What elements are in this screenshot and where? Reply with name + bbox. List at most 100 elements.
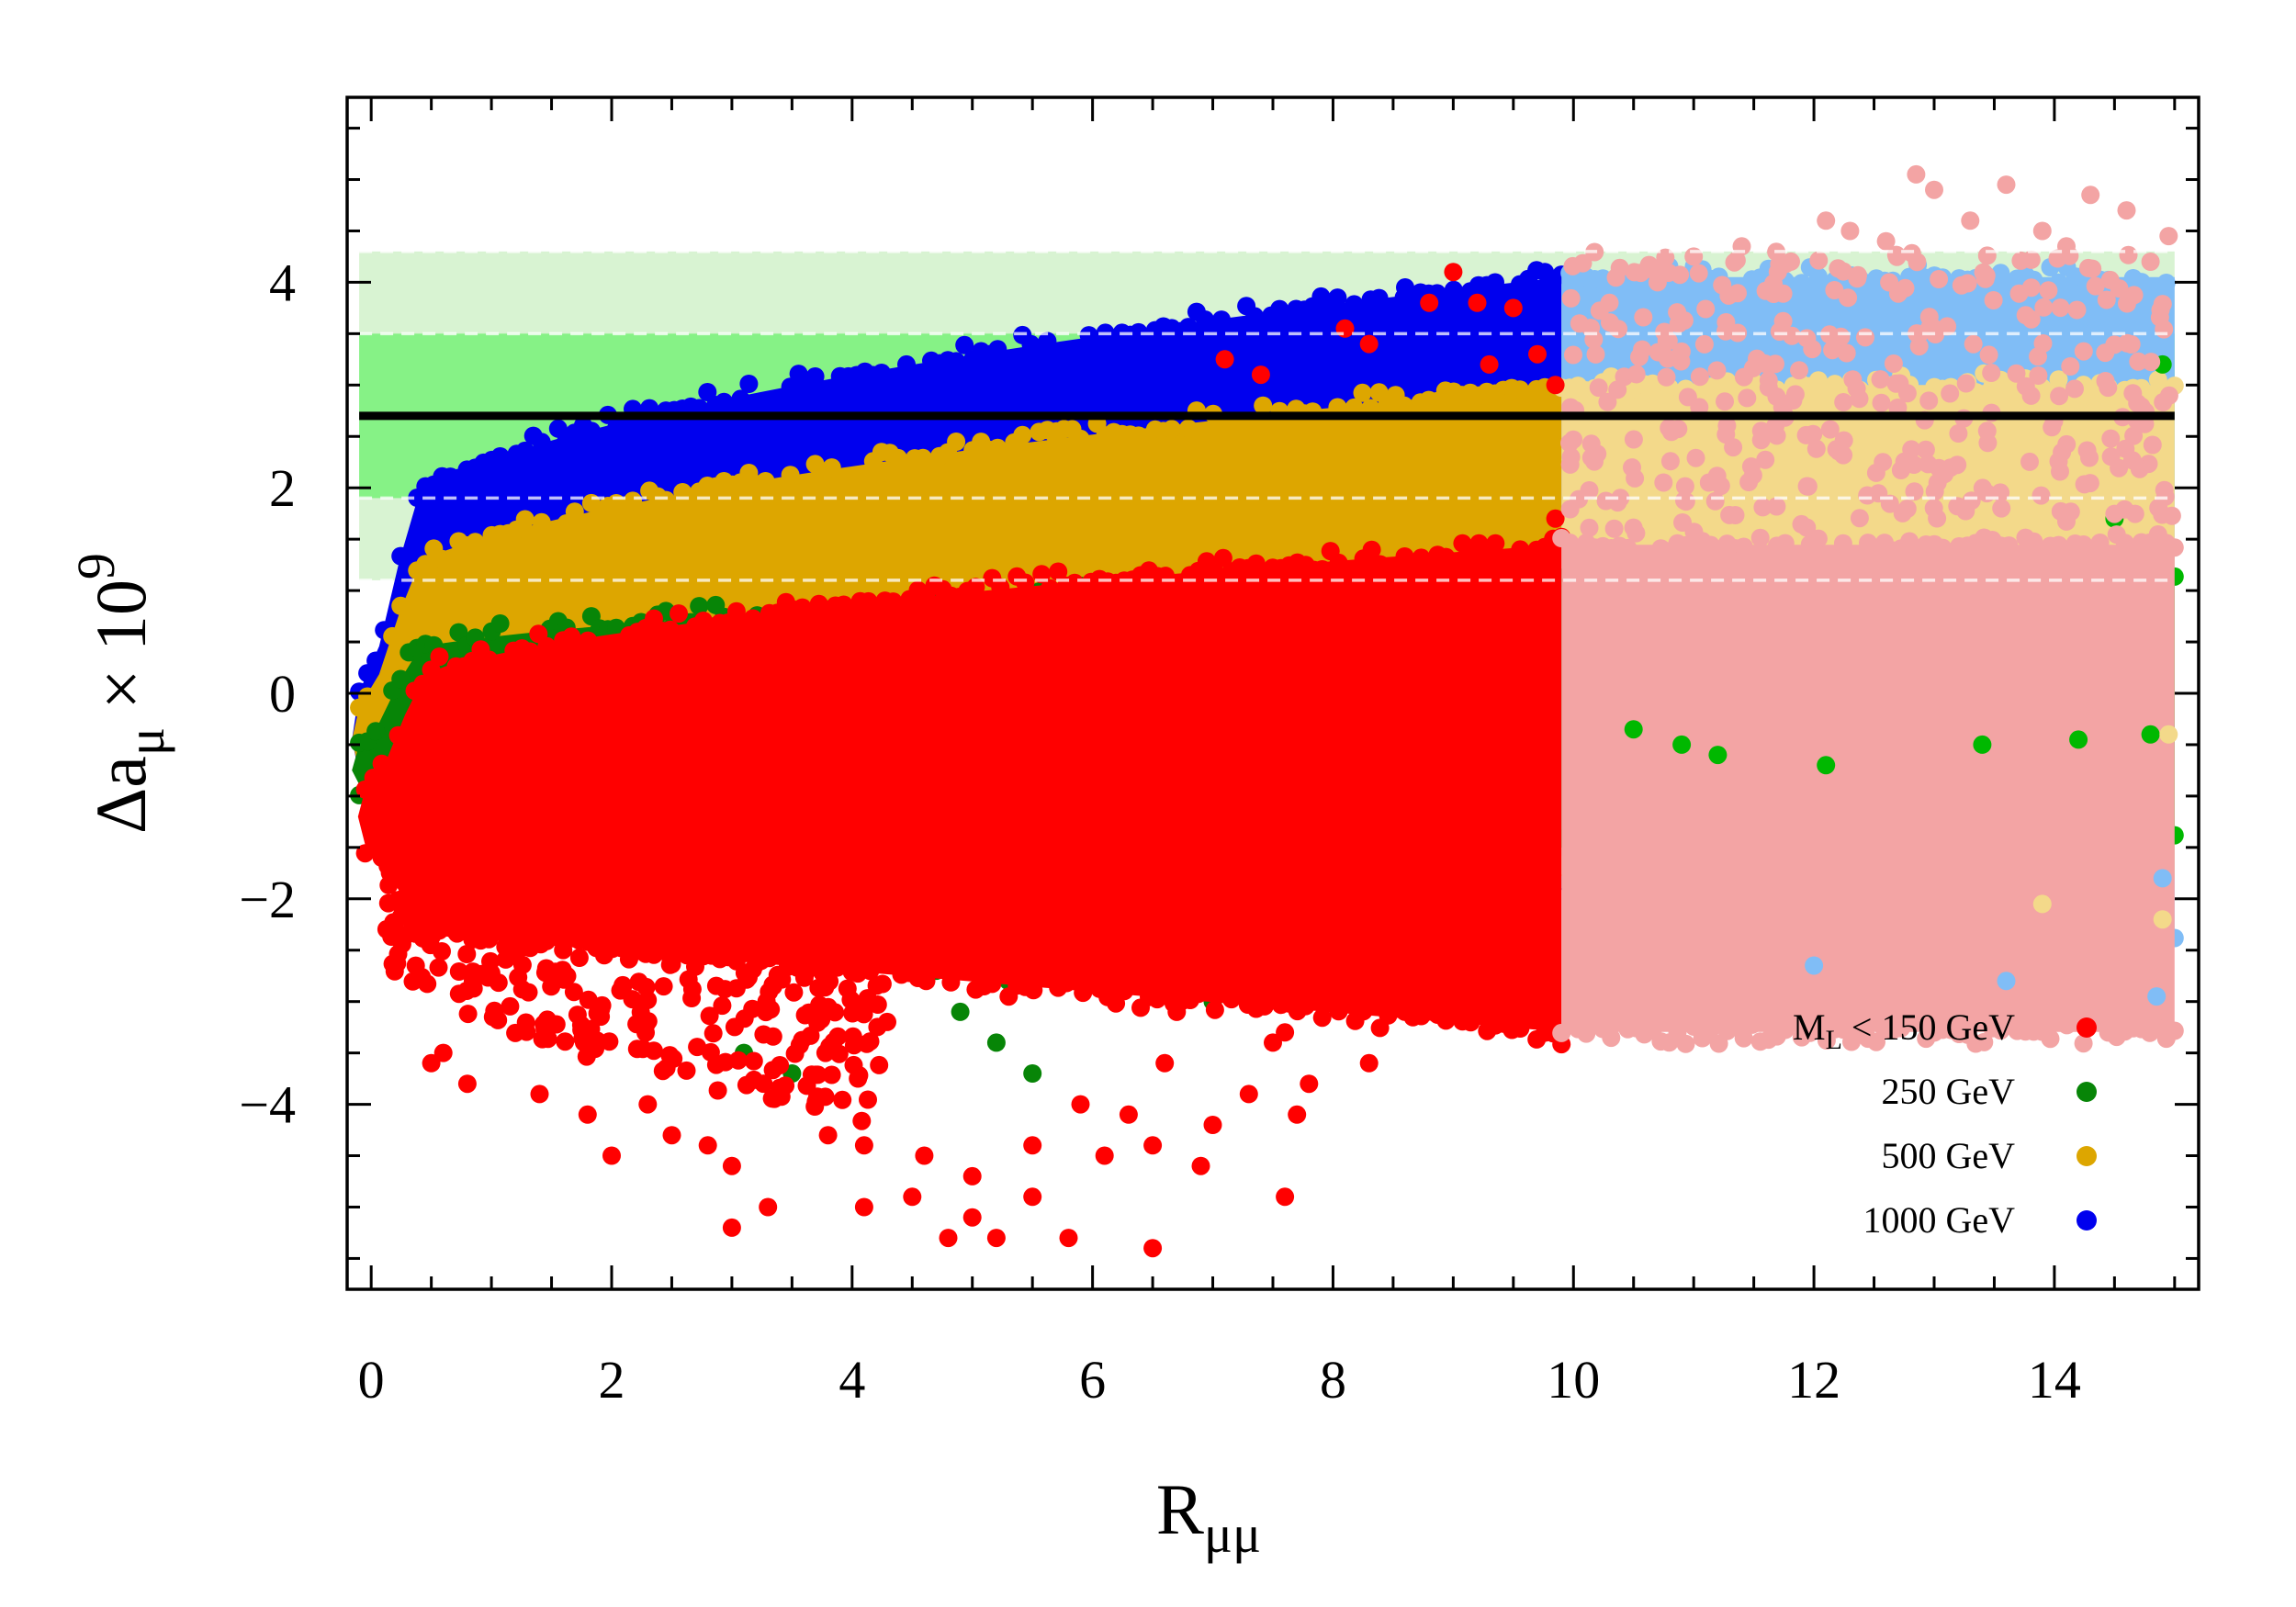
scatter-point [583, 932, 602, 951]
scatter-point [625, 911, 644, 930]
scatter-point [1143, 1136, 1163, 1155]
scatter-point [988, 340, 1007, 359]
scatter-point [1580, 518, 1599, 537]
scatter-point [433, 549, 452, 568]
scatter-point [888, 448, 907, 467]
scatter-point [915, 1146, 934, 1165]
scatter-point [556, 1032, 575, 1051]
faded-points-3 [2032, 725, 2178, 929]
scatter-point [726, 601, 746, 621]
scatter-point [1839, 288, 1858, 308]
scatter-point [1919, 455, 1938, 474]
scatter-point [726, 979, 746, 998]
scatter-point [1956, 374, 1975, 393]
y-tick-labels: −4 −2 0 2 4 [239, 253, 296, 1134]
scatter-point [951, 1002, 970, 1021]
scatter-point [422, 660, 441, 680]
scatter-point [1013, 425, 1032, 444]
scatter-point [1412, 548, 1431, 568]
scatter-point [1581, 434, 1601, 454]
scatter-point [986, 1033, 1006, 1052]
scatter-point [682, 932, 702, 951]
scatter-point [384, 913, 403, 932]
scatter-point [1902, 243, 1921, 263]
scatter-point [1239, 1084, 1258, 1104]
scatter-point [372, 754, 391, 773]
x-tick-label: 0 [358, 1350, 385, 1410]
scatter-point [366, 651, 386, 670]
scatter-point [1205, 1000, 1224, 1019]
faded-points-1 [1624, 720, 2160, 775]
scatter-point [1215, 982, 1234, 1001]
scatter-point [2074, 342, 2093, 361]
scatter-point [799, 945, 818, 964]
scatter-point [1803, 340, 1822, 359]
scatter-point [772, 921, 792, 939]
scatter-point [868, 995, 887, 1014]
scatter-point [1155, 1053, 1175, 1073]
scatter-point [2119, 245, 2138, 264]
scatter-point [2007, 364, 2026, 383]
scatter-point [788, 958, 807, 977]
scatter-point [1809, 251, 1829, 270]
scatter-point [2041, 1029, 2060, 1049]
scatter-point [2159, 227, 2178, 246]
scatter-point [627, 1039, 647, 1059]
scatter-point [1095, 1146, 1114, 1165]
scatter-point [1833, 534, 1852, 553]
scatter-point [1359, 992, 1379, 1011]
scatter-point [744, 1051, 763, 1071]
scatter-point [1634, 308, 1653, 327]
scatter-point [1329, 553, 1348, 572]
scatter-point [1785, 385, 1805, 404]
scatter-point [708, 1081, 727, 1100]
scatter-point [418, 881, 437, 900]
scatter-point [1312, 560, 1332, 579]
scatter-point [1694, 334, 1714, 354]
scatter-point [748, 891, 767, 910]
scatter-point [1074, 983, 1093, 1003]
scatter-point [947, 433, 966, 451]
scatter-point [464, 979, 483, 998]
scatter-point [870, 1055, 889, 1074]
scatter-point [1246, 554, 1266, 573]
scatter-point [829, 1044, 849, 1063]
scatter-point [1345, 295, 1364, 314]
scatter-point [2083, 259, 2102, 278]
scatter-point [1871, 370, 1890, 389]
scatter-point [512, 980, 532, 999]
scatter-point [682, 989, 702, 1007]
y-axis-label: Δaμ × 109 [66, 553, 175, 834]
scatter-point [481, 951, 500, 971]
scatter-point [2110, 279, 2129, 298]
scatter-point [2034, 298, 2054, 317]
scatter-point [955, 335, 974, 354]
scatter-point [808, 916, 827, 935]
scatter-point [447, 924, 467, 943]
scatter-point [457, 945, 477, 963]
scatter-point [537, 636, 557, 656]
scatter-point [754, 1025, 773, 1044]
scatter-point [1362, 540, 1381, 559]
scatter-point [2086, 276, 2105, 296]
scatter-point [850, 999, 869, 1018]
scatter-point [1849, 265, 1867, 285]
scatter-point [939, 1229, 958, 1248]
scatter-point [698, 1136, 717, 1155]
scatter-point [2080, 474, 2099, 493]
scatter-point [1468, 293, 1487, 312]
scatter-point [2117, 201, 2136, 220]
scatter-point [762, 1089, 782, 1108]
scatter-point [696, 939, 715, 959]
scatter-point [2124, 286, 2144, 305]
scatter-point [1751, 431, 1771, 450]
scatter-point [1876, 231, 1896, 251]
scatter-point [991, 578, 1010, 597]
scatter-point [818, 1126, 838, 1145]
scatter-point [429, 918, 448, 938]
scatter-point [545, 911, 564, 930]
scatter-point [490, 614, 510, 633]
scatter-point [1820, 420, 1840, 439]
scatter-point [501, 996, 520, 1016]
scatter-point [2099, 378, 2118, 398]
